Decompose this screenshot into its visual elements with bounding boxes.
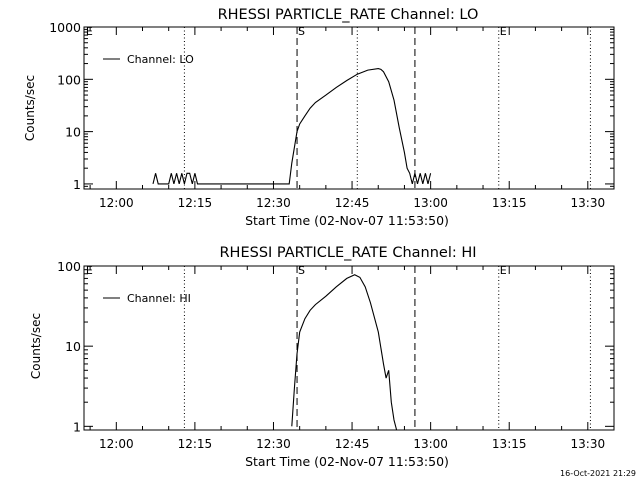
marker-label: E: [86, 264, 93, 277]
x-tick-label: 12:00: [99, 437, 134, 451]
y-tick-label: 100: [57, 72, 81, 87]
x-tick-label: 13:00: [413, 196, 448, 210]
legend-label: Channel: LO: [127, 53, 194, 66]
x-tick-label: 13:30: [571, 437, 606, 451]
chart-title: RHESSI PARTICLE_RATE Channel: LO: [218, 7, 479, 23]
x-tick-label: 12:45: [335, 437, 370, 451]
x-tick-label: 13:15: [492, 437, 527, 451]
series-line: [152, 68, 432, 185]
plot-frame: [83, 26, 615, 190]
marker-label: E: [86, 25, 93, 38]
y-tick-label: 1: [73, 177, 81, 192]
marker-label: S: [298, 25, 305, 38]
footer-timestamp: 16-Oct-2021 21:29: [560, 469, 636, 478]
x-tick-label: 12:00: [99, 196, 134, 210]
x-tick-label: 13:15: [492, 196, 527, 210]
x-tick-label: 12:30: [256, 437, 291, 451]
legend-label: Channel: HI: [127, 292, 191, 305]
x-tick-label: 12:15: [178, 437, 213, 451]
marker-label: S: [298, 264, 305, 277]
y-axis-label: Counts/sec: [23, 75, 37, 141]
marker-label: E: [500, 264, 507, 277]
y-tick-label: 10: [65, 339, 81, 354]
y-tick-label: 1000: [49, 20, 81, 35]
x-axis-label: Start Time (02-Nov-07 11:53:50): [245, 454, 449, 469]
y-tick-label: 10: [65, 125, 81, 140]
y-axis-label: Counts/sec: [29, 313, 43, 379]
x-tick-label: 13:30: [571, 196, 606, 210]
x-tick-label: 12:30: [256, 196, 291, 210]
x-axis-label: Start Time (02-Nov-07 11:53:50): [245, 213, 449, 228]
chart-hi-channel: RHESSI PARTICLE_RATE Channel: HI Counts/…: [29, 245, 615, 469]
x-tick-label: 13:00: [413, 437, 448, 451]
series-line: [291, 274, 398, 431]
x-tick-label: 12:15: [178, 196, 213, 210]
x-tick-label: 12:45: [335, 196, 370, 210]
plot-frame: [83, 265, 615, 431]
y-tick-label: 1: [73, 419, 81, 434]
chart-lo-channel: RHESSI PARTICLE_RATE Channel: LO Counts/…: [23, 7, 615, 228]
y-tick-label: 100: [57, 259, 81, 274]
marker-label: E: [500, 25, 507, 38]
chart-title: RHESSI PARTICLE_RATE Channel: HI: [219, 245, 476, 261]
